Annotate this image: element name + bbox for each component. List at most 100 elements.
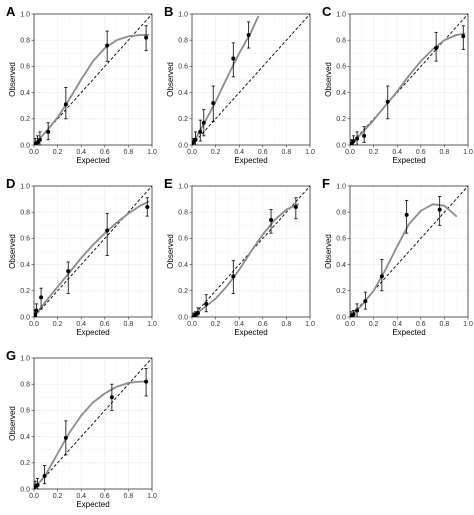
y-tick-label: 0.8 (20, 210, 30, 217)
fitted-curve (34, 34, 150, 145)
x-tick-label: 1.0 (463, 149, 473, 156)
y-tick-label: 0.4 (336, 262, 346, 269)
y-axis-title: Observed (8, 234, 17, 269)
x-axis-title: Expected (76, 156, 109, 165)
y-tick-label: 0.0 (20, 142, 30, 149)
x-tick-label: 0.8 (282, 149, 292, 156)
y-tick-label: 0.0 (336, 142, 346, 149)
data-point (379, 274, 384, 279)
x-axis-title: Expected (392, 328, 425, 337)
x-tick-label: 0.4 (76, 493, 86, 500)
data-point (144, 35, 149, 40)
data-point (351, 139, 356, 144)
data-point (145, 204, 150, 209)
data-point (404, 212, 409, 217)
x-tick-label: 0.4 (392, 321, 402, 328)
y-axis-title: Observed (324, 62, 333, 97)
y-tick-label: 0.2 (20, 460, 30, 467)
y-tick-label: 1.0 (20, 183, 30, 190)
panel-g: G 0.00.0 0.2 0.2 0.4 0.4 0.6 0.6 0.8 0.8 1.0 1.0 Exp… (6, 348, 157, 509)
x-tick-label: 0.2 (369, 321, 379, 328)
data-point (269, 218, 274, 223)
x-tick-label: 0.8 (124, 493, 134, 500)
data-point (46, 129, 51, 134)
panel-label: A (6, 4, 16, 19)
fitted-curve (192, 203, 300, 317)
y-tick-label: 0.6 (20, 408, 30, 415)
x-tick-label: 0.2 (211, 149, 221, 156)
x-tick-label: 0.2 (369, 149, 379, 156)
panel-label: E (164, 176, 173, 191)
plot-content (350, 186, 468, 317)
x-tick-label: 0.2 (53, 321, 63, 328)
plot-content (350, 14, 468, 145)
x-axis-title: Expected (76, 328, 109, 337)
y-tick-label: 0.8 (336, 210, 346, 217)
y-tick-label: 0.2 (178, 116, 188, 123)
y-tick-label: 1.0 (20, 11, 30, 18)
y-tick-label: 1.0 (178, 183, 188, 190)
data-point (293, 204, 298, 209)
y-tick-label: 0.4 (178, 262, 188, 269)
panel-e: E 0.00.0 0.2 0.2 0.4 0.4 0.6 0.6 0.8 0.8 1.0 1.0 Exp… (164, 176, 315, 337)
x-tick-label: 1.0 (147, 149, 157, 156)
panel-b: B 0.00.0 0.2 0.2 0.4 0.4 0.6 0.6 0.8 0.8 1.0 1.0 Exp… (164, 4, 315, 165)
x-tick-label: 1.0 (463, 321, 473, 328)
x-tick-label: 1.0 (147, 321, 157, 328)
y-tick-label: 0.0 (178, 314, 188, 321)
y-tick-label: 0.2 (20, 288, 30, 295)
fitted-curve (34, 380, 149, 489)
data-point (204, 301, 209, 306)
x-tick-label: 1.0 (147, 493, 157, 500)
y-tick-label: 0.0 (20, 314, 30, 321)
plot-content (34, 186, 152, 317)
x-axis-title: Expected (234, 328, 267, 337)
reference-line (34, 358, 152, 489)
y-tick-label: 1.0 (336, 11, 346, 18)
x-tick-label: 0.6 (100, 493, 110, 500)
y-tick-label: 0.0 (336, 314, 346, 321)
reference-line (34, 186, 152, 317)
x-tick-label: 0.8 (282, 321, 292, 328)
y-tick-label: 0.4 (336, 90, 346, 97)
y-tick-label: 0.0 (178, 142, 188, 149)
y-tick-label: 0.8 (178, 38, 188, 45)
data-point (385, 99, 390, 104)
x-tick-label: 0.8 (440, 149, 450, 156)
data-point (193, 137, 198, 142)
data-point (437, 207, 442, 212)
reference-line (350, 186, 468, 317)
x-axis-title: Expected (234, 156, 267, 165)
y-tick-label: 0.6 (336, 64, 346, 71)
panel-f: F 0.00.0 0.2 0.2 0.4 0.4 0.6 0.6 0.8 0.8 1.0 1.0 Exp… (322, 176, 473, 337)
data-point (201, 120, 206, 125)
x-tick-label: 0.4 (76, 149, 86, 156)
panel-label: D (6, 176, 15, 191)
panel-label: F (322, 176, 330, 191)
x-tick-label: 0.0 (345, 149, 355, 156)
y-axis-title: Observed (166, 234, 175, 269)
x-tick-label: 0.8 (124, 321, 134, 328)
data-point (66, 269, 71, 274)
y-axis-title: Observed (324, 234, 333, 269)
panel-d: D 0.00.0 0.2 0.2 0.4 0.4 0.6 0.6 0.8 0.8 1.0 1.0 Exp… (6, 176, 157, 337)
y-tick-label: 0.4 (20, 90, 30, 97)
plot-border (349, 13, 469, 146)
data-point (434, 46, 439, 51)
data-point (37, 137, 42, 142)
data-point (39, 295, 44, 300)
y-tick-label: 1.0 (20, 355, 30, 362)
x-tick-label: 0.6 (100, 149, 110, 156)
plot-border (33, 13, 153, 146)
data-point (231, 274, 236, 279)
data-point (246, 32, 251, 37)
plot-content (192, 186, 310, 317)
x-tick-label: 0.6 (258, 149, 268, 156)
y-tick-label: 0.6 (20, 64, 30, 71)
y-tick-label: 0.0 (20, 486, 30, 493)
x-tick-label: 0.6 (416, 149, 426, 156)
data-point (63, 102, 68, 107)
data-point (35, 140, 40, 145)
x-tick-label: 0.8 (124, 149, 134, 156)
